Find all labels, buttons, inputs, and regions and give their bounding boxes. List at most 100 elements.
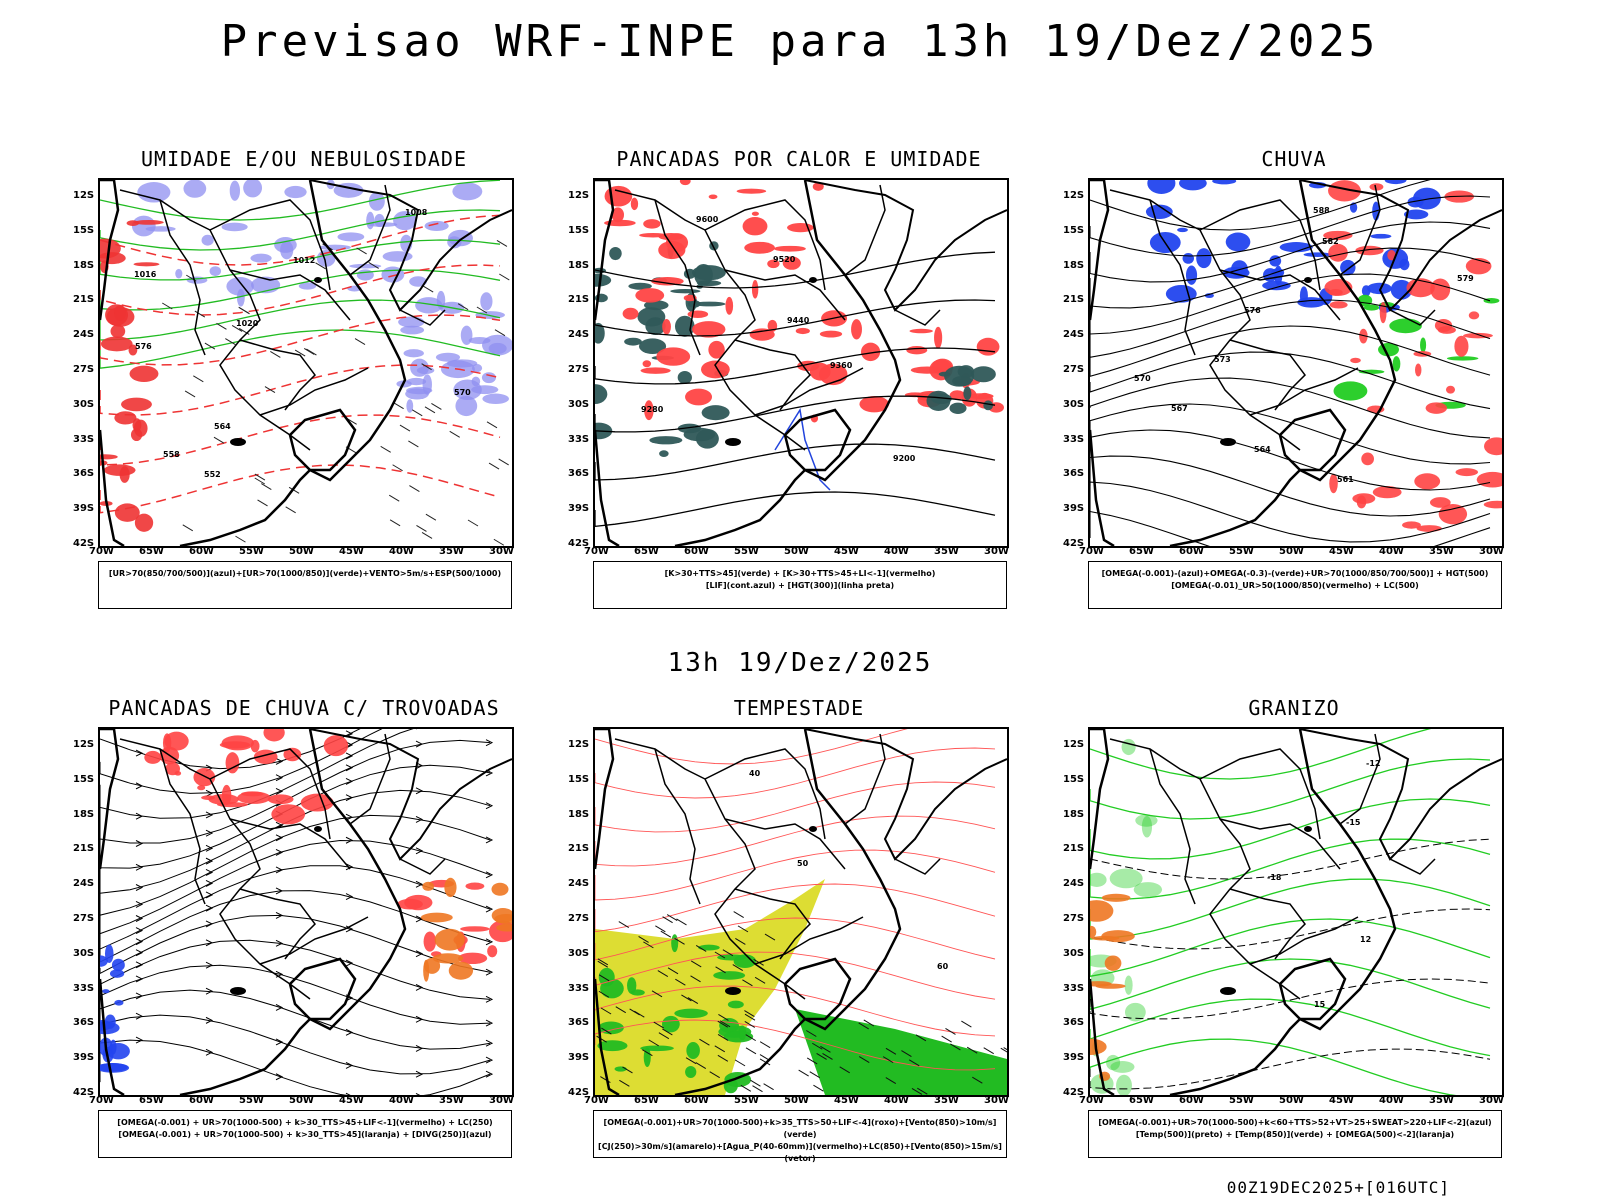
lon-tick-label: 50W xyxy=(1279,546,1304,557)
panel-legend: [K>30+TTS>45](verde) + [K>30+TTS>45+LI<-… xyxy=(593,561,1007,609)
contour-label: 573 xyxy=(1214,355,1231,364)
panel-title: PANCADAS DE CHUVA C/ TROVOADAS xyxy=(108,696,500,720)
lon-tick-label: 70W xyxy=(89,1095,114,1106)
contour-label: 12 xyxy=(1360,935,1371,944)
lat-tick-label: 33S xyxy=(568,433,590,445)
legend-line: [OMEGA(-0.001) + UR>70(1000-500) + k>30_… xyxy=(117,1118,493,1127)
lon-tick-label: 50W xyxy=(784,546,809,557)
lat-tick-label: 21S xyxy=(1063,294,1085,306)
lat-tick-label: 24S xyxy=(568,878,590,890)
lat-tick-label: 30S xyxy=(73,947,95,959)
panel-title: UMIDADE E/OU NEBULOSIDADE xyxy=(140,147,468,171)
lat-tick-label: 30S xyxy=(1063,947,1085,959)
lat-tick-label: 33S xyxy=(73,982,95,994)
lat-tick-label: 12S xyxy=(1063,190,1085,201)
page-title: Previsao WRF-INPE para 13h 19/Dez/2025 xyxy=(220,16,1380,67)
legend-line: [OMEGA(-0.001) + UR>70(1000-500) + k>30_… xyxy=(118,1130,492,1139)
lat-tick-label: 15S xyxy=(568,773,590,785)
contour-label: -12 xyxy=(1366,759,1380,768)
lon-tick-label: 40W xyxy=(1379,1095,1404,1106)
panel-title: GRANIZO xyxy=(1248,696,1340,720)
lat-tick-label: 33S xyxy=(1063,982,1085,994)
lat-tick-label: 12S xyxy=(73,190,95,201)
lon-tick-label: 60W xyxy=(684,1095,709,1106)
lat-tick-label: 30S xyxy=(568,947,590,959)
panel-title: PANCADAS POR CALOR E UMIDADE xyxy=(616,147,982,171)
lat-tick-label: 30S xyxy=(1063,398,1085,410)
contour-label: 561 xyxy=(1337,475,1354,484)
lat-tick-label: 12S xyxy=(1063,739,1085,750)
lat-tick-label: 18S xyxy=(568,808,590,820)
lat-tick-label: 30S xyxy=(568,398,590,410)
lat-tick-label: 15S xyxy=(73,224,95,236)
map-plot: -12 -15 -18 12 15 xyxy=(1088,727,1504,1097)
lat-tick-label: 42S xyxy=(1063,1087,1085,1098)
lon-tick-label: 35W xyxy=(934,1095,959,1106)
lon-tick-label: 65W xyxy=(1129,1095,1154,1106)
lat-tick-label: 39S xyxy=(568,503,590,515)
legend-line: [OMEGA(-0.001)-(azul)+OMEGA(-0.3)-(verde… xyxy=(1101,569,1489,578)
lat-tick-label: 12S xyxy=(568,190,590,201)
lat-tick-label: 39S xyxy=(73,1052,95,1064)
lat-tick-label: 15S xyxy=(568,224,590,236)
lon-tick-label: 55W xyxy=(1229,1095,1254,1106)
page-subtitle: 13h 19/Dez/2025 xyxy=(667,648,933,678)
lon-tick-label: 55W xyxy=(239,1095,264,1106)
legend-line: [CJ(250)>30m/s](amarelo)+[Agua_P(40-60mm… xyxy=(598,1142,1002,1163)
contour-label: 9520 xyxy=(773,255,796,264)
lon-tick-label: 70W xyxy=(1079,1095,1104,1106)
panel-legend: [OMEGA(-0.001)+UR>70(1000-500)+k>35_TTS>… xyxy=(593,1110,1007,1163)
contour-label: 9200 xyxy=(893,454,916,463)
lon-tick-label: 70W xyxy=(584,1095,609,1106)
lat-tick-label: 18S xyxy=(568,259,590,271)
lon-tick-label: 50W xyxy=(289,1095,314,1106)
map-graphics: 588 582 579 576 573 570 567 564 561 xyxy=(1090,180,1502,546)
legend-line: [K>30+TTS>45](verde) + [K>30+TTS>45+LI<-… xyxy=(664,569,936,578)
contour-label: -15 xyxy=(1346,818,1361,827)
lat-tick-label: 24S xyxy=(1063,878,1085,890)
contour-label: 570 xyxy=(454,388,471,397)
lon-tick-label: 45W xyxy=(339,1095,364,1106)
contour-label: 15 xyxy=(1314,1000,1326,1009)
lon-tick-label: 30W xyxy=(984,1095,1009,1106)
panel-legend: [OMEGA(-0.001) + UR>70(1000-500) + k>30_… xyxy=(98,1110,512,1158)
lon-tick-label: 35W xyxy=(439,1095,464,1106)
contour-label: 9600 xyxy=(696,215,719,224)
map-graphics: -12 -15 -18 12 15 xyxy=(1090,729,1502,1095)
lat-tick-label: 33S xyxy=(73,433,95,445)
lat-tick-label: 36S xyxy=(568,468,590,480)
lat-tick-label: 24S xyxy=(73,329,95,341)
map-plot: 9600 9520 9440 9360 9280 9200 xyxy=(593,178,1009,548)
legend-line: [OMEGA(-0.001)+UR>70(1000-500)+k>35_TTS>… xyxy=(603,1118,997,1139)
contour-label: 1016 xyxy=(134,270,157,279)
lat-tick-label: 24S xyxy=(568,329,590,341)
contour-label: 50 xyxy=(797,859,809,868)
lat-tick-label: 33S xyxy=(1063,433,1085,445)
lon-tick-label: 40W xyxy=(884,546,909,557)
contour-label: 1012 xyxy=(293,256,315,265)
map-graphics: 9600 9520 9440 9360 9280 9200 xyxy=(595,180,1007,546)
legend-line: [OMEGA(-0.01)_UR>50(1000/850)(vermelho) … xyxy=(1171,581,1419,590)
contour-label: -18 xyxy=(1267,873,1282,882)
lon-tick-label: 30W xyxy=(1479,546,1504,557)
map-graphics: 1008 1012 1016 1020 576 570 564 558 552 xyxy=(100,180,512,546)
contour-label: 558 xyxy=(163,450,180,459)
lon-tick-label: 70W xyxy=(89,546,114,557)
map-plot: 1008 1012 1016 1020 576 570 564 558 552 xyxy=(98,178,514,548)
lat-tick-label: 18S xyxy=(73,808,95,820)
contour-label: 588 xyxy=(1313,206,1330,215)
contour-label: 576 xyxy=(1244,306,1261,315)
lon-tick-label: 70W xyxy=(584,546,609,557)
lon-tick-label: 40W xyxy=(389,546,414,557)
lat-tick-label: 27S xyxy=(73,364,95,375)
lat-tick-label: 39S xyxy=(1063,1052,1085,1064)
lat-tick-label: 30S xyxy=(73,398,95,410)
lat-tick-label: 36S xyxy=(73,468,95,480)
lat-tick-label: 18S xyxy=(1063,259,1085,271)
lon-tick-label: 65W xyxy=(1129,546,1154,557)
contour-label: 40 xyxy=(749,769,761,778)
lon-tick-label: 35W xyxy=(1429,546,1454,557)
panel-title: CHUVA xyxy=(1261,147,1327,171)
lat-tick-label: 18S xyxy=(1063,808,1085,820)
legend-line: [LIF](cont.azul) + [HGT(300)](linha pret… xyxy=(705,581,895,590)
